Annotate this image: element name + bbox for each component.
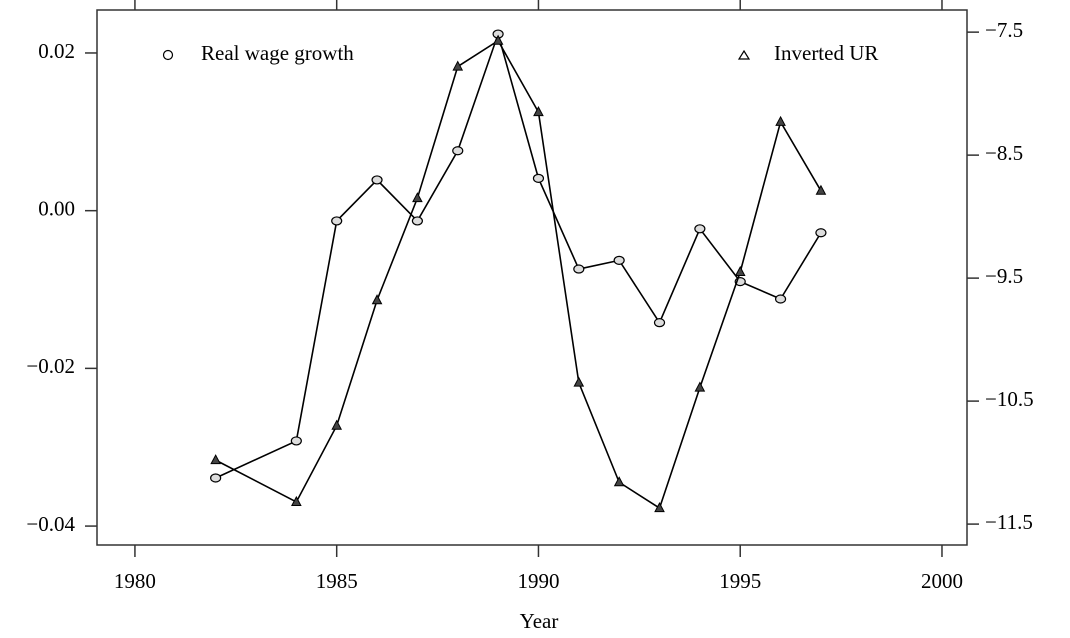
series-line: [215, 31, 822, 479]
y2-tick-label: −9.5: [985, 264, 1023, 288]
x-tick-label: 1995: [719, 569, 761, 593]
triangle-marker: [371, 294, 383, 305]
circle-marker: [452, 146, 464, 156]
circle-marker: [774, 294, 787, 304]
y-tick-label: 0.00: [38, 196, 75, 220]
x-tick-label: 1980: [114, 569, 156, 593]
circle-marker: [210, 473, 222, 483]
series-line: [215, 39, 822, 510]
triangle-marker: [210, 454, 221, 465]
triangle-marker: [331, 419, 343, 430]
circle-marker: [613, 255, 625, 265]
x-tick-label: 1990: [517, 569, 559, 593]
triangle-marker: [573, 376, 585, 387]
circle-marker: [331, 216, 343, 226]
circle-marker: [815, 228, 827, 238]
plot-frame: [96, 9, 968, 546]
circle-marker: [290, 436, 302, 446]
x-axis-label: Year: [520, 609, 559, 633]
y-tick-label: 0.02: [38, 39, 75, 63]
x-tick-label: 1985: [316, 569, 358, 593]
circle-marker: [411, 216, 423, 226]
triangle-marker: [533, 106, 544, 117]
legend-label: Real wage growth: [201, 41, 354, 65]
y-tick-label: −0.02: [26, 354, 75, 378]
triangle-marker: [694, 381, 706, 392]
legend-label: Inverted UR: [774, 41, 878, 65]
circle-marker: [532, 173, 545, 183]
y2-tick-label: −7.5: [985, 18, 1023, 42]
y2-tick-label: −10.5: [985, 387, 1034, 411]
triangle-marker: [734, 265, 746, 276]
x-tick-label: 2000: [921, 569, 963, 593]
y2-tick-label: −8.5: [985, 141, 1023, 165]
circle-marker: [371, 175, 383, 185]
legend-marker: [737, 49, 751, 60]
triangle-marker: [412, 192, 423, 203]
triangle-marker: [775, 115, 786, 126]
legend-marker: [162, 49, 174, 61]
triangle-marker: [613, 476, 625, 487]
triangle-marker: [492, 34, 504, 45]
circle-marker: [694, 224, 706, 234]
circle-marker: [653, 318, 666, 328]
triangle-marker: [452, 60, 464, 71]
y-tick-label: −0.04: [26, 512, 75, 536]
triangle-marker: [654, 502, 665, 513]
circle-marker: [573, 264, 585, 274]
triangle-marker: [815, 184, 827, 195]
triangle-marker: [291, 495, 302, 506]
y2-tick-label: −11.5: [985, 510, 1033, 534]
